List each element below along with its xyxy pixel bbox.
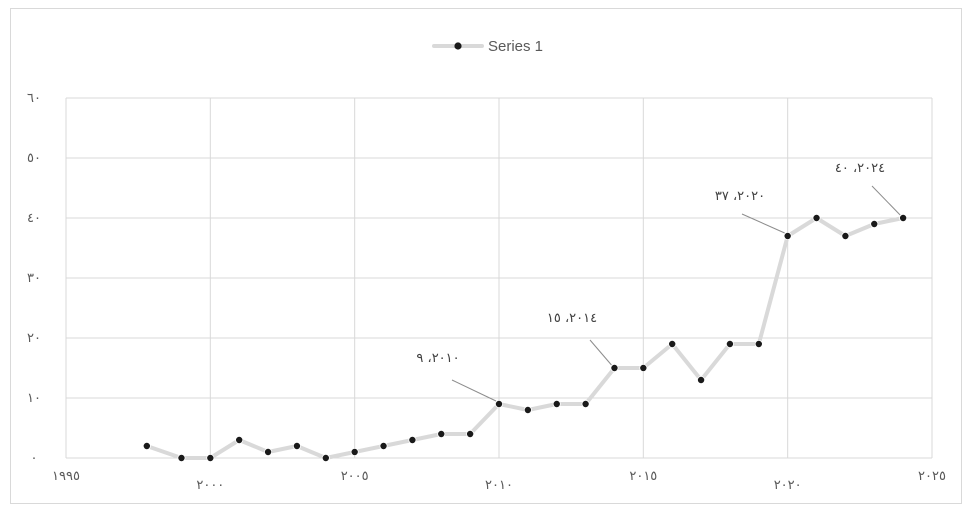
y-tick-label: ٣٠ — [27, 271, 41, 286]
data-label-leader — [589, 339, 612, 366]
data-point — [494, 399, 503, 408]
data-point — [812, 213, 821, 222]
data-labels: ٢٠١٠، ٩ ٢٠١٤، ١٥ ٢٠٢٠، ٣٧ ٢٠٢٤، ٤٠ — [416, 161, 901, 402]
x-tick-label: ٢٠٠٥ — [341, 469, 369, 484]
data-label: ٢٠٢٠، ٣٧ — [715, 189, 765, 204]
data-point — [581, 399, 590, 408]
y-tick-label: ٥٠ — [27, 151, 41, 166]
data-point — [841, 231, 850, 240]
data-point — [783, 231, 792, 240]
data-point — [523, 405, 532, 414]
data-label-leader — [451, 379, 497, 402]
x-tick-label: ٢٠٠٠ — [196, 478, 224, 493]
data-point — [870, 219, 879, 228]
data-point — [899, 213, 908, 222]
x-tick-label: ٢٠٢٥ — [918, 469, 946, 484]
data-label-leader — [871, 185, 901, 216]
data-point — [639, 363, 648, 372]
chart-frame — [10, 8, 962, 504]
x-tick-label: ٢٠١٥ — [629, 469, 657, 484]
data-point — [177, 453, 186, 462]
data-point — [206, 453, 215, 462]
data-label: ٢٠٢٤، ٤٠ — [835, 161, 885, 176]
data-label: ٢٠١٤، ١٥ — [547, 311, 597, 326]
x-tick-label: ٢٠١٠ — [485, 478, 513, 493]
legend-marker-sample — [454, 42, 462, 50]
data-point — [437, 429, 446, 438]
data-point — [350, 447, 359, 456]
data-point — [668, 339, 677, 348]
y-tick-label: ٦٠ — [27, 91, 41, 106]
axes: ٠ ١٠ ٢٠ ٣٠ ٤٠ ٥٠ ٦٠ ١٩٩٥ ٢٠٠٠ ٢٠٠٥ ٢٠١٠ ٢٠١٥ ٢٠٢٠ ٢٠٢… — [27, 91, 946, 493]
series-1 — [142, 213, 908, 462]
data-point — [408, 435, 417, 444]
data-point — [235, 435, 244, 444]
data-point — [292, 441, 301, 450]
data-point — [754, 339, 763, 348]
legend: Series 1 — [432, 38, 543, 55]
y-tick-label: ٢٠ — [27, 331, 41, 346]
data-point — [610, 363, 619, 372]
data-label: ٢٠١٠، ٩ — [416, 351, 459, 366]
x-tick-label: ٢٠٢٠ — [774, 478, 802, 493]
data-point — [725, 339, 734, 348]
data-point — [142, 441, 151, 450]
data-point — [264, 447, 273, 456]
data-label-leader — [741, 213, 785, 234]
y-tick-label: ١٠ — [27, 391, 41, 406]
data-point — [466, 429, 475, 438]
data-point — [379, 441, 388, 450]
x-tick-label: ١٩٩٥ — [52, 469, 80, 484]
y-tick-label: ٠ — [31, 451, 38, 466]
data-point — [552, 399, 561, 408]
legend-label: Series 1 — [488, 38, 543, 55]
y-tick-label: ٤٠ — [27, 211, 41, 226]
data-point — [321, 453, 330, 462]
data-point — [697, 375, 706, 384]
